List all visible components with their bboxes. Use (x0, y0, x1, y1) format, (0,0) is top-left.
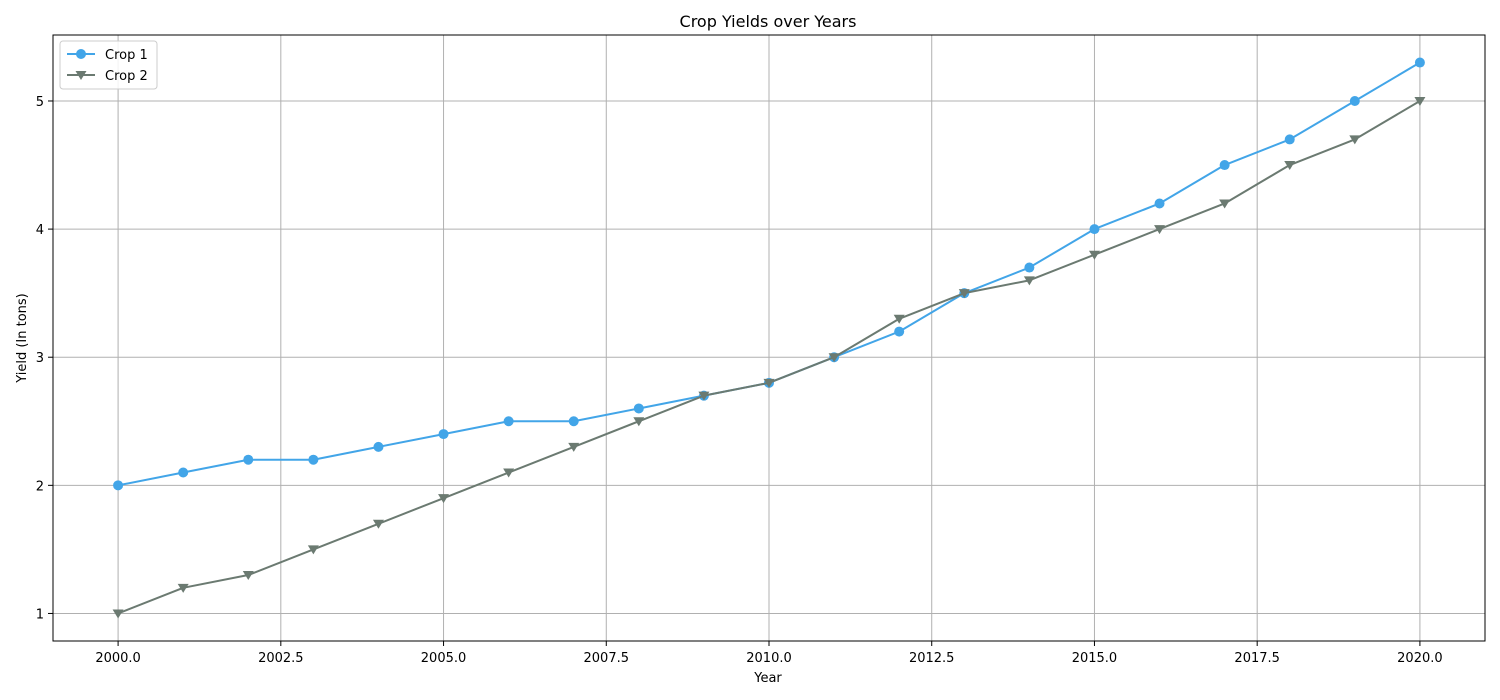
data-point-crop-1 (1284, 134, 1295, 145)
x-axis-ticks: 2000.0 2002.5 2005.0 2007.5 2010.0 2012.5 2015… (95, 641, 1443, 666)
series-layer (112, 57, 1426, 619)
data-point-crop-2 (1284, 161, 1296, 171)
legend-label: Crop 1 (105, 48, 148, 63)
grid-lines (53, 35, 1485, 641)
data-point-crop-1 (308, 454, 319, 465)
data-point-crop-2 (242, 571, 254, 581)
data-point-crop-2 (763, 378, 775, 388)
x-tick-label: 2020.0 (1397, 651, 1443, 666)
data-point-crop-1 (1154, 198, 1165, 209)
data-point-crop-1 (438, 429, 449, 440)
data-point-crop-2 (828, 353, 840, 363)
data-point-crop-1 (373, 441, 384, 452)
legend-item-crop-2: Crop 2 (67, 69, 148, 84)
legend: Crop 1 Crop 2 (59, 40, 158, 90)
data-point-crop-2 (1414, 96, 1426, 106)
data-point-crop-2 (958, 289, 970, 299)
data-point-crop-1 (894, 326, 905, 337)
data-point-crop-1 (503, 416, 514, 427)
y-tick-label: 1 (36, 607, 44, 622)
data-point-crop-2 (307, 545, 319, 555)
data-point-crop-1 (113, 480, 124, 491)
legend-label: Crop 2 (105, 69, 148, 84)
y-tick-label: 4 (36, 223, 44, 238)
x-axis-label: Year (753, 671, 782, 686)
data-point-crop-2 (1349, 135, 1361, 145)
y-axis-ticks: 1 2 3 4 5 (36, 95, 53, 622)
data-point-crop-2 (438, 494, 450, 504)
data-point-crop-2 (177, 583, 189, 593)
y-axis-label: Yield (In tons) (15, 293, 30, 384)
data-point-crop-1 (1089, 224, 1100, 235)
data-point-crop-1 (633, 403, 644, 414)
data-point-crop-2 (893, 314, 905, 324)
x-tick-label: 2005.0 (421, 651, 467, 666)
data-point-crop-2 (633, 417, 645, 427)
x-tick-label: 2002.5 (258, 651, 304, 666)
y-tick-label: 3 (36, 351, 44, 366)
legend-item-crop-1: Crop 1 (67, 48, 148, 63)
x-tick-label: 2007.5 (584, 651, 630, 666)
data-point-crop-2 (112, 609, 124, 619)
x-tick-label: 2000.0 (95, 651, 141, 666)
data-point-crop-2 (1088, 250, 1100, 260)
data-point-crop-1 (178, 467, 189, 478)
x-tick-label: 2012.5 (909, 651, 955, 666)
series-crop-2 (112, 96, 1426, 619)
legend-marker (75, 71, 87, 80)
data-point-crop-1 (568, 416, 579, 427)
data-point-crop-1 (1349, 95, 1360, 106)
x-tick-label: 2010.0 (746, 651, 792, 666)
y-tick-label: 5 (36, 95, 44, 110)
y-tick-label: 2 (36, 479, 44, 494)
data-point-crop-1 (243, 454, 254, 465)
data-point-crop-2 (372, 519, 384, 529)
data-point-crop-1 (1024, 262, 1035, 273)
data-point-crop-2 (698, 391, 710, 401)
data-point-crop-1 (1414, 57, 1425, 68)
x-tick-label: 2017.5 (1234, 651, 1280, 666)
data-point-crop-2 (503, 468, 515, 478)
data-point-crop-2 (1154, 225, 1166, 235)
data-point-crop-1 (1219, 160, 1230, 171)
data-point-crop-2 (1219, 199, 1231, 209)
data-point-crop-2 (568, 442, 580, 452)
chart-title: Crop Yields over Years (680, 12, 857, 31)
x-tick-label: 2015.0 (1072, 651, 1118, 666)
legend-marker (76, 49, 86, 59)
data-point-crop-2 (1023, 276, 1035, 286)
